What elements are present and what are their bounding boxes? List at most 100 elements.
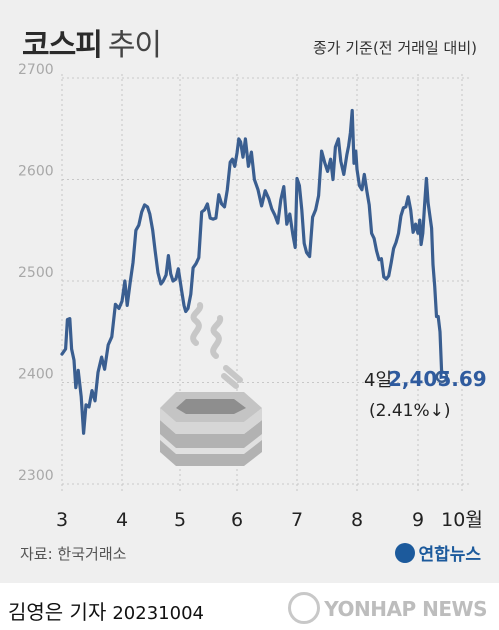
data-points	[61, 109, 443, 434]
title-subtitle: 추이	[107, 28, 162, 63]
source-label: 자료: 한국거래소	[20, 545, 127, 563]
data-point	[393, 247, 395, 250]
x-tick-label: 9	[412, 509, 424, 530]
data-point	[104, 368, 106, 370]
data-point	[73, 359, 75, 361]
data-point	[437, 315, 439, 318]
data-point	[375, 250, 378, 252]
data-point	[91, 390, 93, 392]
data-point	[420, 243, 422, 246]
data-point	[126, 304, 128, 306]
data-point	[88, 406, 90, 408]
y-axis-labels: 2300 2400 2500 2600 2700	[18, 62, 54, 484]
data-point	[118, 307, 120, 309]
data-point	[439, 331, 441, 333]
data-point	[149, 213, 151, 215]
y-tick-label: 2400	[18, 367, 54, 383]
x-tick-label: 8	[351, 509, 363, 530]
data-point	[348, 145, 350, 147]
yonhap-logo: 연합뉴스	[395, 540, 481, 565]
data-point	[315, 209, 317, 211]
data-point	[111, 336, 113, 338]
data-point	[415, 223, 417, 225]
data-point	[240, 141, 242, 143]
data-point	[419, 219, 421, 221]
data-point	[250, 151, 252, 153]
data-point	[383, 276, 385, 278]
y-tick-label: 2500	[18, 265, 54, 281]
data-point	[358, 185, 360, 187]
data-point	[77, 369, 79, 371]
data-point	[187, 307, 189, 309]
data-point	[402, 207, 404, 209]
data-point	[218, 194, 220, 196]
data-point	[71, 348, 73, 350]
data-point	[405, 206, 407, 208]
data-point	[129, 282, 131, 284]
data-point	[124, 280, 126, 282]
data-point	[85, 404, 87, 406]
data-point	[152, 229, 154, 231]
data-point	[209, 217, 211, 219]
data-point	[107, 344, 109, 346]
data-point	[141, 211, 143, 213]
data-point	[429, 215, 431, 217]
data-point	[332, 178, 334, 181]
data-point	[318, 195, 320, 197]
data-point	[388, 275, 390, 277]
data-point	[132, 262, 134, 264]
annotation-value: 2,405.69	[388, 367, 487, 391]
data-point	[395, 241, 397, 243]
data-point	[412, 231, 414, 233]
reporter-name: 김영은 기자	[8, 600, 107, 624]
kospi-series-line	[60, 108, 444, 435]
data-point	[289, 213, 291, 215]
data-point	[334, 146, 336, 148]
data-point	[296, 177, 298, 180]
data-point	[257, 189, 259, 191]
chart-card	[0, 0, 499, 583]
yonhap-logo-text: 연합뉴스	[418, 545, 481, 565]
watermark-text: YONHAP NEWS	[324, 597, 487, 621]
data-point	[94, 400, 96, 402]
data-point	[351, 109, 353, 112]
cooling-pot-illustration	[160, 302, 262, 466]
data-point	[223, 206, 226, 208]
data-point	[247, 165, 249, 167]
annotation-day: 4일	[364, 370, 392, 391]
data-point	[61, 353, 63, 355]
data-point	[356, 168, 358, 170]
data-point	[160, 283, 162, 285]
data-point	[343, 173, 345, 175]
data-point	[179, 279, 181, 281]
data-point	[261, 205, 263, 207]
data-point	[355, 150, 357, 152]
data-point	[340, 160, 342, 162]
data-point	[238, 138, 240, 140]
data-point	[101, 356, 103, 358]
data-point	[264, 190, 266, 192]
data-point	[65, 348, 67, 350]
data-point	[390, 262, 392, 264]
data-point	[175, 278, 177, 280]
data-point	[373, 237, 375, 239]
data-point	[162, 280, 164, 282]
line-chart: 2300 2400 2500 2600 2700 3 4 5 6 7 8 9 10월 4일 2,405…	[18, 62, 487, 530]
last-value-marker	[435, 370, 449, 383]
data-point	[424, 204, 426, 206]
data-point	[286, 223, 288, 225]
data-point	[83, 432, 85, 434]
data-point	[69, 318, 71, 320]
data-point	[242, 156, 244, 158]
data-point	[346, 154, 348, 156]
data-point	[203, 209, 206, 211]
data-point	[434, 285, 436, 287]
y-tick-label: 2700	[18, 62, 54, 78]
data-point	[294, 246, 296, 249]
data-point	[378, 259, 380, 261]
data-point	[306, 252, 308, 254]
data-point	[157, 272, 159, 274]
data-point	[268, 198, 270, 200]
data-point	[138, 224, 140, 226]
data-point	[312, 216, 314, 218]
